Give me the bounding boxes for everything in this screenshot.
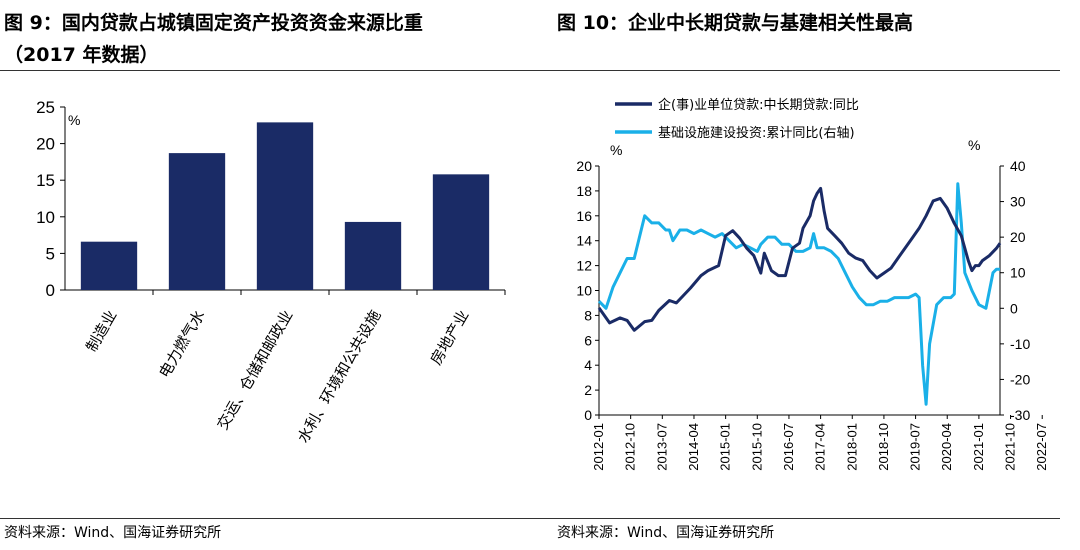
x-tick-label: 2017-04 [813, 423, 828, 471]
x-tick-label: 2016-07 [781, 423, 796, 471]
right-figure-title: 图 10：企业中长期贷款与基建相关性最高 [557, 12, 914, 34]
right-y-tick-label: -30 [1010, 407, 1030, 423]
right-y-tick-label: 0 [1010, 300, 1018, 316]
x-tick-label: 2021-10 [1003, 423, 1018, 471]
bar-y-tick-label: 10 [36, 208, 55, 227]
legend-label-infra: 基础设施建设投资:累计同比(右轴) [658, 125, 855, 141]
left-y-tick-label: 12 [576, 258, 592, 274]
bar-y-tick-label: 5 [46, 244, 55, 263]
left-y-tick-label: 4 [584, 357, 592, 373]
legend-label-loans: 企(事)业单位贷款:中长期贷款:同比 [658, 97, 859, 113]
line-chart: 企(事)业单位贷款:中长期贷款:同比 基础设施建设投资:累计同比(右轴) % %… [576, 97, 1049, 471]
left-y-tick-label: 20 [576, 158, 592, 174]
bar-5 [432, 174, 490, 290]
right-y-tick-label: 10 [1010, 265, 1026, 281]
left-y-tick-label: 8 [584, 307, 592, 323]
bar-1 [80, 241, 138, 290]
bar-y-tick-label: 25 [36, 98, 55, 117]
bar-category-label: 房地产业 [427, 307, 473, 368]
bar-3 [256, 122, 314, 290]
line-legend: 企(事)业单位贷款:中长期贷款:同比 基础设施建设投资:累计同比(右轴) [615, 97, 859, 141]
right-y-tick-label: -10 [1010, 336, 1030, 352]
bar-y-tick-label: 15 [36, 171, 55, 190]
bar-category-label: 电力燃气水 [155, 307, 208, 381]
x-tick-label: 2014-04 [686, 423, 701, 471]
left-source-note: 资料来源：Wind、国海证券研究所 [4, 525, 222, 541]
x-tick-label: 2012-10 [623, 423, 638, 471]
x-tick-label: 2012-01 [591, 423, 606, 471]
x-tick-label: 2015-10 [749, 423, 764, 471]
x-tick-label: 2022-07 [1034, 423, 1049, 471]
top-divider [0, 70, 1060, 71]
right-source-note: 资料来源：Wind、国海证券研究所 [557, 525, 775, 541]
bar-chart: % 0 5 10 15 20 25 制造业 电力燃气水 交运、仓储和邮政业水利、环境和公共设施… [36, 98, 506, 446]
x-tick-label: 2015-01 [718, 423, 733, 471]
left-axis-unit: % [610, 142, 622, 158]
bar-category-label: 水利、环境和公共设施 [294, 307, 385, 446]
bar-4 [344, 221, 402, 290]
right-y-tick-label: 40 [1010, 158, 1026, 174]
bar-y-tick-label: 0 [46, 281, 55, 300]
right-y-tick-label: 20 [1010, 229, 1026, 245]
x-tick-label: 2018-01 [844, 423, 859, 471]
left-y-tick-label: 18 [576, 183, 592, 199]
left-y-tick-label: 10 [576, 283, 592, 299]
left-y-tick-label: 6 [584, 332, 592, 348]
x-tick-label: 2018-10 [876, 423, 891, 471]
right-y-tick-label: -20 [1010, 371, 1030, 387]
bar-category-label: 交运、仓储和邮政业 [213, 307, 296, 433]
bottom-divider [0, 518, 1060, 519]
x-tick-label: 2019-07 [908, 423, 923, 471]
right-y-tick-label: 30 [1010, 194, 1026, 210]
right-axis-unit: % [968, 137, 980, 153]
bar-chart-unit-label: % [68, 112, 80, 128]
left-y-tick-label: 0 [584, 407, 592, 423]
bar-2 [168, 153, 226, 290]
series-line-loans [597, 186, 1002, 332]
x-tick-label: 2020-04 [939, 423, 954, 471]
left-figure-title: 图 9：国内贷款占城镇固定资产投资资金来源比重 [4, 12, 423, 34]
x-tick-label: 2013-07 [654, 423, 669, 471]
left-y-tick-label: 16 [576, 208, 592, 224]
x-tick-label: 2021-01 [971, 423, 986, 471]
bar-category-label: 制造业 [82, 307, 120, 355]
left-y-tick-label: 14 [576, 233, 592, 249]
left-y-tick-label: 2 [584, 382, 592, 398]
series-line-infra [597, 182, 1000, 406]
left-figure-title-line2: （2017 年数据） [4, 44, 159, 66]
bar-y-tick-label: 20 [36, 135, 55, 154]
